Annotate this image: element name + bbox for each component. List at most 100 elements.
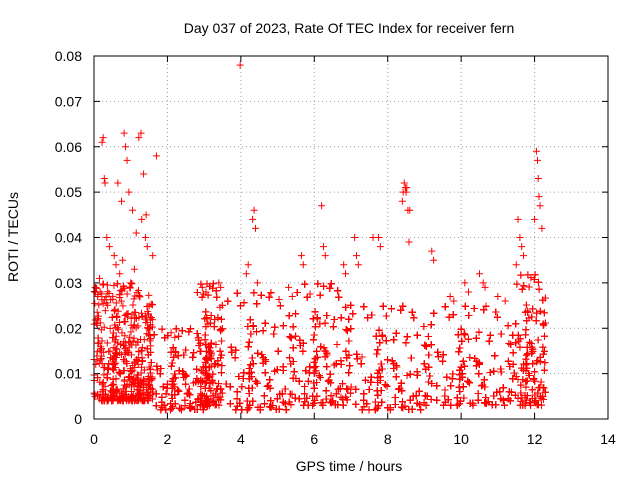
data-point [231, 354, 239, 362]
data-point [214, 360, 222, 368]
data-point [353, 355, 361, 363]
data-point [100, 323, 108, 331]
data-point [119, 282, 127, 290]
data-point [91, 299, 99, 307]
data-point [485, 337, 493, 345]
data-point [168, 377, 176, 385]
data-point [201, 384, 209, 392]
data-point [138, 357, 146, 365]
data-point [147, 359, 155, 367]
data-point [209, 379, 217, 387]
data-point [144, 324, 152, 332]
data-point [316, 291, 324, 299]
data-point [285, 312, 293, 320]
data-point [261, 369, 269, 377]
data-point [322, 395, 330, 403]
data-point [327, 392, 335, 400]
data-point [276, 302, 284, 310]
data-point [374, 346, 382, 354]
data-point [148, 385, 156, 393]
data-point [371, 406, 379, 414]
data-point [488, 401, 496, 409]
data-point [343, 385, 351, 393]
data-point [253, 328, 261, 336]
data-point [391, 394, 399, 402]
data-point [145, 291, 153, 299]
data-point [145, 310, 153, 318]
data-point [135, 286, 143, 294]
data-point [425, 351, 433, 359]
data-point [152, 402, 160, 410]
data-point [455, 348, 463, 356]
data-point [381, 381, 389, 389]
data-point [123, 347, 131, 355]
data-point [313, 314, 321, 322]
data-point [427, 321, 435, 329]
data-point [148, 323, 156, 331]
data-point [378, 398, 386, 406]
data-point [322, 387, 330, 395]
data-point [167, 362, 175, 370]
data-point [246, 361, 254, 369]
data-point [129, 310, 137, 318]
data-point [271, 323, 279, 331]
data-point [199, 401, 207, 409]
data-point [420, 360, 428, 368]
data-point [146, 332, 154, 340]
data-point [171, 391, 179, 399]
data-point [304, 377, 312, 385]
data-point [317, 399, 325, 407]
data-point [133, 386, 141, 394]
data-point [207, 312, 215, 320]
data-point [289, 357, 297, 365]
data-point [197, 398, 205, 406]
data-point [206, 344, 214, 352]
data-point [203, 353, 211, 361]
data-point [330, 315, 338, 323]
data-point [145, 325, 153, 333]
data-point [299, 339, 307, 347]
data-point [415, 387, 423, 395]
data-point [378, 331, 386, 339]
data-point [274, 347, 282, 355]
data-point [128, 394, 136, 402]
data-point [253, 379, 261, 387]
data-point [110, 307, 118, 315]
data-point [361, 376, 369, 384]
data-point [109, 329, 117, 337]
data-point [421, 341, 429, 349]
data-point [243, 406, 251, 414]
data-point [167, 400, 175, 408]
data-point [413, 331, 421, 339]
data-point [285, 398, 293, 406]
data-point [403, 372, 411, 380]
data-point [172, 325, 180, 333]
data-point [334, 385, 342, 393]
data-point [103, 339, 111, 347]
data-point [127, 367, 135, 375]
data-point [373, 350, 381, 358]
data-point [460, 330, 468, 338]
data-point [326, 284, 334, 292]
data-point [279, 367, 287, 375]
data-point [272, 405, 280, 413]
data-point [474, 390, 482, 398]
chart-title: Day 037 of 2023, Rate Of TEC Index for r… [184, 20, 514, 36]
data-point [178, 327, 186, 335]
data-point [100, 348, 108, 356]
data-point [109, 292, 117, 300]
data-point [238, 383, 246, 391]
data-point [346, 362, 354, 370]
data-point [189, 353, 197, 361]
data-point [196, 347, 204, 355]
data-point [257, 291, 265, 299]
data-point [93, 308, 101, 316]
data-point [236, 399, 244, 407]
data-point [95, 301, 103, 309]
data-point [147, 300, 155, 308]
data-point [267, 289, 275, 297]
data-point [390, 336, 398, 344]
data-point [311, 355, 319, 363]
data-point [112, 375, 120, 383]
data-point [379, 302, 387, 310]
